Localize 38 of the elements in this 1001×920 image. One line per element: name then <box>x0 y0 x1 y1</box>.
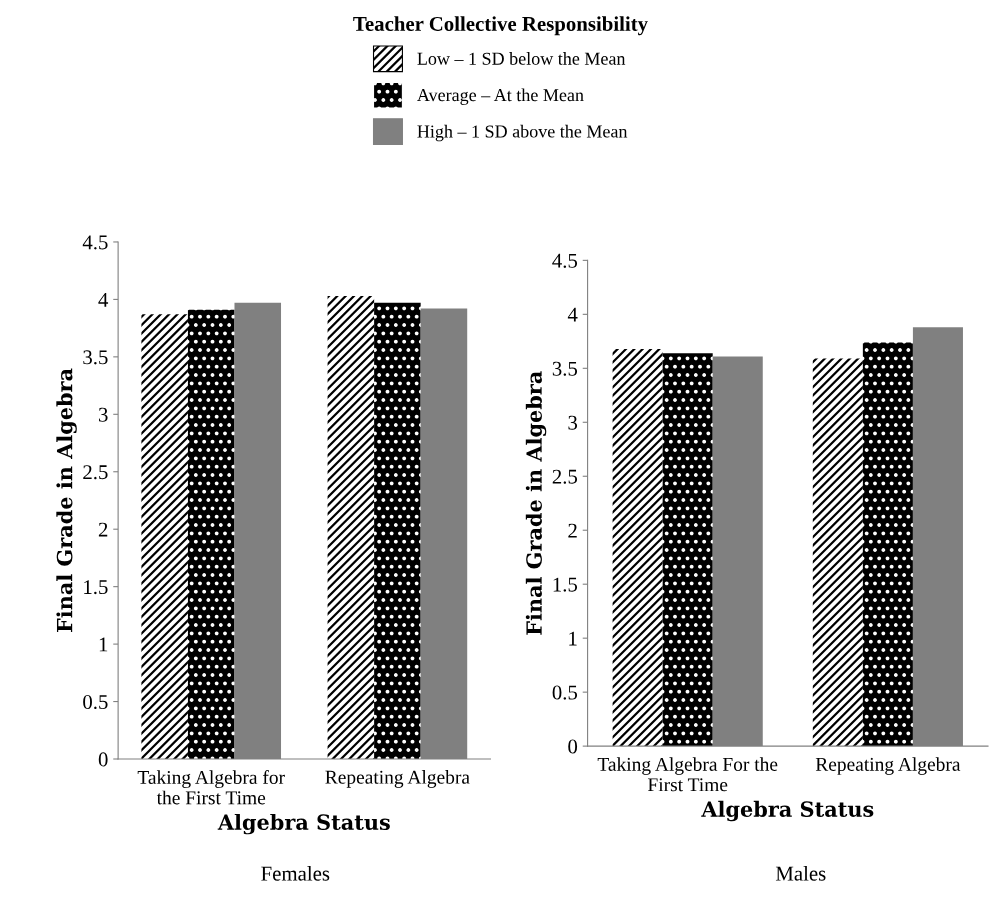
y-tick-label: 2 <box>98 522 108 537</box>
x-tick-label: Repeating Algebra <box>325 770 470 788</box>
x-tick-label: Taking Algebra for the First Time <box>137 770 285 805</box>
text: Males <box>775 865 826 881</box>
legend-title: Teacher Collective Responsibility <box>353 16 648 36</box>
y-tick-label: 4 <box>567 307 578 322</box>
x-axis-title: Algebra Status <box>217 813 390 835</box>
bar <box>812 358 863 747</box>
y-tick-label: 0 <box>98 752 108 767</box>
legend-label: Average – At the Mean <box>417 88 584 105</box>
y-axis-title: Final Grade in Algebra <box>525 371 547 635</box>
y-tick-label: 0 <box>568 739 578 754</box>
x-axis-title: Algebra Status <box>701 800 874 822</box>
y-tick-label: 1 <box>569 631 577 646</box>
y-tick-label: 2 <box>568 523 577 538</box>
y-tick-label: 3 <box>98 407 108 422</box>
y-tick-label: 3.5 <box>83 350 108 365</box>
y-axis-title: Final Grade in Algebra <box>56 368 77 633</box>
y-tick-label: 4 <box>98 292 109 307</box>
x-tick-label: Taking Algebra For the First Time <box>597 757 778 792</box>
y-tick-label: 0.5 <box>552 685 578 700</box>
y-tick-label: 2.5 <box>552 469 578 484</box>
y-tick-label: 1 <box>99 637 108 652</box>
x-tick-label: Repeating Algebra <box>815 757 961 775</box>
y-tick-label: 1.5 <box>553 577 578 592</box>
y-tick-label: 4.5 <box>82 235 108 250</box>
legend-label: High – 1 SD above the Mean <box>417 124 628 142</box>
bar <box>862 342 913 747</box>
y-tick-label: 2.5 <box>83 465 108 480</box>
bar <box>612 348 663 747</box>
y-tick-label: 3 <box>568 415 578 430</box>
text: Females <box>261 865 330 881</box>
legend-label: Low – 1 SD below the Mean <box>417 52 626 65</box>
y-tick-label: 4.5 <box>552 253 578 268</box>
y-tick-label: 1.5 <box>84 580 108 595</box>
bar <box>662 353 713 747</box>
y-tick-label: 3.5 <box>552 361 578 376</box>
y-tick-label: 0.5 <box>83 694 108 710</box>
